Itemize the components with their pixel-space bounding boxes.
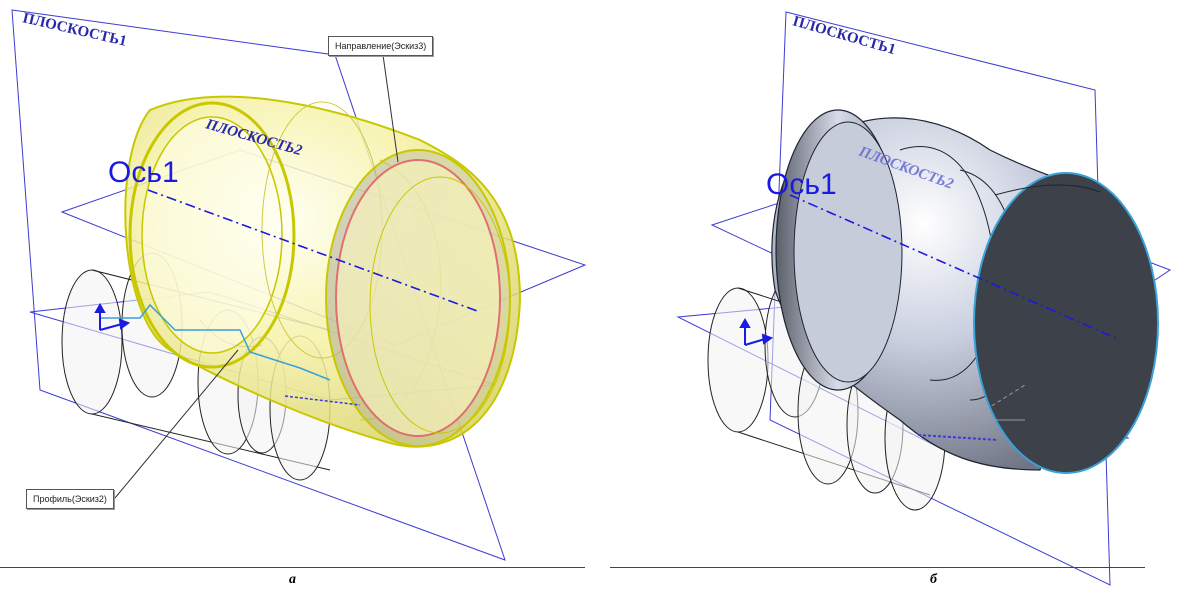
panel-a: ПЛОСКОСТЬ1 ПЛОСКОСТЬ2 Ось1 Направление(Э… — [0, 9, 587, 587]
direction-leader-a — [382, 54, 399, 163]
sketch-profile-b — [917, 384, 1026, 441]
axis1-label-b: Ось1 — [766, 168, 837, 201]
axis1-line-a — [147, 189, 481, 313]
caption-a: а — [289, 572, 296, 587]
sketch-profile-a — [100, 303, 361, 406]
baseline-a — [0, 567, 585, 568]
panel-b-drawing: ПЛОСКОСТЬ1 ПЛОСКОСТЬ2 Ось1 — [676, 11, 1172, 586]
panel-a-drawing: ПЛОСКОСТЬ1 ПЛОСКОСТЬ2 Ось1 — [11, 9, 587, 561]
profile-leader-a — [114, 349, 239, 499]
panel-b: ПЛОСКОСТЬ1 ПЛОСКОСТЬ2 Ось1 б — [600, 0, 1184, 590]
caption-b: б — [930, 572, 937, 587]
profile-callout: Профиль(Эскиз2) — [26, 489, 114, 509]
swept-body-b — [771, 109, 1159, 474]
plane1-a — [11, 9, 506, 561]
plane1-label-a: ПЛОСКОСТЬ1 — [21, 10, 128, 49]
origin-triad-a — [94, 302, 131, 331]
axis1-label-a: Ось1 — [108, 156, 179, 189]
swept-body-a — [124, 95, 522, 448]
origin-triad-b — [739, 317, 774, 346]
axis1-line-b — [789, 194, 1121, 341]
baseline-b — [610, 567, 1145, 568]
direction-callout: Направление(Эскиз3) — [328, 36, 434, 56]
